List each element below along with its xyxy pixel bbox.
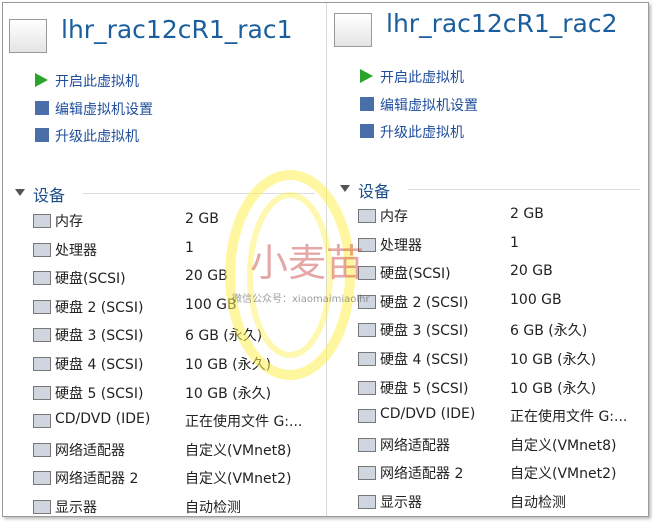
device-icon <box>358 323 376 338</box>
device-name: 硬盘 4 (SCSI) <box>380 352 469 368</box>
divider <box>326 3 327 516</box>
device-icon <box>33 242 51 257</box>
device-value: 10 GB (永久) <box>510 380 597 397</box>
device-value: 自定义(VMnet2) <box>510 466 617 483</box>
action-link[interactable]: 开启此虚拟机 <box>380 70 464 86</box>
device-name: 硬盘 4 (SCSI) <box>55 357 144 373</box>
device-icon <box>358 409 376 424</box>
device-value: 1 <box>185 239 194 256</box>
device-icon <box>358 380 376 395</box>
device-name: 显示器 <box>380 495 422 511</box>
device-value: 自定义(VMnet8) <box>510 437 617 454</box>
device-value: 6 GB (永久) <box>510 323 588 340</box>
device-name: 显示器 <box>55 500 97 516</box>
device-name: CD/DVD (IDE) <box>55 411 151 428</box>
action-icon <box>360 96 374 111</box>
device-icon <box>33 500 51 514</box>
section-rule <box>83 193 315 194</box>
device-name: CD/DVD (IDE) <box>380 406 476 423</box>
collapse-arrow <box>15 189 25 196</box>
device-value: 100 GB <box>185 296 237 313</box>
device-name: 硬盘(SCSI) <box>380 266 451 283</box>
window: lhr_rac12cR1_rac1 开启此虚拟机 编辑虚拟机设置 升级此虚拟机 设备 内存… <box>2 2 649 517</box>
device-name: 硬盘 3 (SCSI) <box>380 323 469 340</box>
device-name: 处理器 <box>380 237 422 254</box>
device-icon <box>33 271 51 286</box>
device-icon <box>33 328 51 343</box>
vm-title: lhr_rac12cR1_rac2 <box>386 9 618 38</box>
device-name: 硬盘 3 (SCSI) <box>55 328 144 345</box>
device-icon <box>358 437 376 452</box>
device-icon <box>358 237 376 252</box>
device-value: 自动检测 <box>185 500 241 516</box>
device-value: 自定义(VMnet2) <box>185 471 292 488</box>
section-rule <box>408 189 640 190</box>
device-value: 20 GB <box>185 268 228 285</box>
device-icon <box>358 294 376 309</box>
device-value: 10 GB (永久) <box>185 357 272 373</box>
action-link[interactable]: 编辑虚拟机设置 <box>380 97 478 114</box>
watermark-subtitle: 微信公众号：xiaomaimiaolhr <box>232 294 370 305</box>
device-value: 100 GB <box>510 291 562 308</box>
device-name: 内存 <box>380 209 408 225</box>
device-icon <box>358 495 376 509</box>
device-icon <box>358 352 376 366</box>
device-value: 10 GB (永久) <box>185 385 272 402</box>
device-name: 硬盘(SCSI) <box>55 271 126 288</box>
device-name: 网络适配器 2 <box>55 471 139 488</box>
device-icon <box>33 357 51 371</box>
vm-icon <box>334 13 372 47</box>
device-icon <box>33 385 51 400</box>
device-icon <box>358 266 376 281</box>
action-link[interactable]: 升级此虚拟机 <box>380 125 464 141</box>
device-value: 2 GB <box>510 206 544 222</box>
device-value: 20 GB <box>510 263 553 280</box>
device-value: 10 GB (永久) <box>510 352 597 368</box>
vm-title: lhr_rac12cR1_rac1 <box>61 15 293 44</box>
device-icon <box>358 466 376 481</box>
section-header: 设备 <box>358 182 391 201</box>
section-header: 设备 <box>33 186 66 205</box>
device-name: 硬盘 5 (SCSI) <box>55 385 144 402</box>
action-link[interactable]: 升级此虚拟机 <box>55 129 139 145</box>
device-value: 正在使用文件 G:... <box>510 409 628 426</box>
action-icon <box>35 128 49 142</box>
device-name: 硬盘 2 (SCSI) <box>55 299 144 316</box>
vm-icon <box>9 19 47 53</box>
device-name: 硬盘 2 (SCSI) <box>380 294 469 311</box>
device-icon <box>358 209 376 223</box>
device-name: 网络适配器 <box>380 437 450 454</box>
device-value: 正在使用文件 G:... <box>185 414 303 431</box>
action-icon <box>35 73 48 87</box>
action-icon <box>360 69 373 83</box>
action-icon <box>35 100 49 115</box>
device-name: 硬盘 5 (SCSI) <box>380 380 469 397</box>
device-icon <box>33 442 51 457</box>
device-value: 2 GB <box>185 211 219 227</box>
device-name: 网络适配器 2 <box>380 466 464 483</box>
watermark-title: 小麦苗 <box>250 241 365 285</box>
device-value: 自动检测 <box>510 495 566 511</box>
device-icon <box>33 471 51 486</box>
device-name: 网络适配器 <box>55 442 125 459</box>
device-value: 1 <box>510 234 519 251</box>
action-link[interactable]: 开启此虚拟机 <box>55 74 139 90</box>
device-name: 处理器 <box>55 242 97 259</box>
collapse-arrow <box>340 185 350 192</box>
device-icon <box>33 414 51 429</box>
action-icon <box>360 124 374 138</box>
device-name: 内存 <box>55 214 83 230</box>
device-value: 自定义(VMnet8) <box>185 442 292 459</box>
action-link[interactable]: 编辑虚拟机设置 <box>55 101 153 118</box>
device-icon <box>33 299 51 314</box>
device-icon <box>33 214 51 228</box>
